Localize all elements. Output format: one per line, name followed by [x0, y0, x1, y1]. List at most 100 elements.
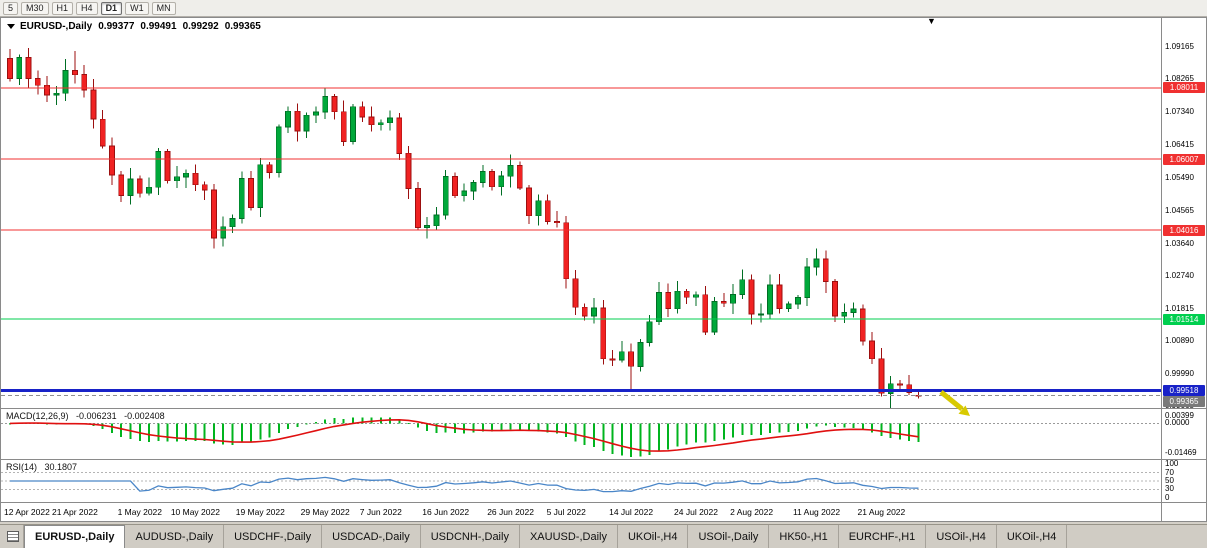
- rsi-axis-label: 70: [1165, 467, 1174, 477]
- rsi-value: 30.1807: [44, 462, 78, 472]
- ohlc-high-value: 0.99491: [140, 21, 177, 32]
- price-tick-label: 1.00890: [1165, 336, 1194, 346]
- price-tick-label: 1.02740: [1165, 270, 1194, 280]
- level-price-badge: 1.06007: [1163, 153, 1205, 165]
- level-price-badge: 1.04016: [1163, 224, 1205, 236]
- candles: [7, 48, 922, 408]
- timeframe-button-h4[interactable]: H4: [76, 1, 98, 15]
- ohlc-close-value: 0.99365: [224, 21, 261, 32]
- price-tick-label: 1.07340: [1165, 106, 1194, 116]
- price-tick-label: 1.09165: [1165, 41, 1194, 51]
- window-tabbar: EURUSD-,Daily AUDUSD-,Daily USDCHF-,Daily U…: [0, 524, 1207, 548]
- tab-eurusd-daily[interactable]: EURUSD-,Daily: [24, 525, 126, 548]
- rsi-axis-label: 0: [1165, 493, 1170, 502]
- timeframe-toolbar: 5 M30 H1 H4 D1 W1 MN: [0, 0, 1207, 17]
- macd-histogram: [9, 417, 920, 458]
- date-tick-label: 11 Aug 2022: [792, 507, 841, 517]
- chart-list-icon[interactable]: [2, 525, 24, 548]
- price-tick-label: 0.99990: [1165, 368, 1194, 378]
- date-axis-row: 12 Apr 2022 21 Apr 2022 1 May 2022 10 May 2…: [1, 503, 1206, 521]
- tab-hk50-h1[interactable]: HK50-,H1: [769, 525, 839, 548]
- rsi-axis-label: 100: [1165, 460, 1179, 468]
- level-price-badge: 0.99518: [1163, 384, 1205, 396]
- tab-usoil-daily[interactable]: USOil-,Daily: [688, 525, 770, 548]
- price-tick-label: 1.05490: [1165, 172, 1194, 182]
- rsi-plot[interactable]: RSI(14) 30.1807: [1, 460, 1161, 502]
- rsi-chart[interactable]: [1, 460, 1161, 502]
- date-tick-label: 21 Apr 2022: [51, 507, 98, 517]
- date-tick-label: 29 May 2022: [300, 507, 350, 517]
- timeframe-button-5[interactable]: 5: [3, 1, 19, 15]
- symbol-header: EURUSD-,Daily 0.99377 0.99491 0.99292 0.…: [7, 21, 267, 32]
- date-tick-label: 2 Aug 2022: [730, 507, 774, 517]
- price-chart-plot[interactable]: EURUSD-,Daily 0.99377 0.99491 0.99292 0.…: [1, 18, 1161, 408]
- timeframe-button-h1[interactable]: H1: [51, 1, 74, 15]
- date-tick-label: 21 Aug 2022: [857, 507, 906, 517]
- pane-divider[interactable]: [1, 408, 1206, 409]
- date-tick-label: 10 May 2022: [170, 507, 220, 517]
- chart-window: EURUSD-,Daily 0.99377 0.99491 0.99292 0.…: [0, 17, 1207, 522]
- macd-main-value: -0.006231: [76, 411, 117, 421]
- date-tick-label: 24 Jul 2022: [674, 507, 718, 517]
- level-price-badge: 1.01514: [1163, 313, 1205, 325]
- timeframe-button-m30[interactable]: M30: [21, 1, 49, 15]
- macd-pane: MACD(12,26,9) -0.006231 -0.002408 0.0039…: [1, 409, 1206, 459]
- symbol-label: EURUSD-,Daily: [20, 21, 93, 32]
- tab-usdchf-daily[interactable]: USDCHF-,Daily: [224, 525, 323, 548]
- price-axis[interactable]: 1.09165 1.08265 1.07340 1.06415 1.05490 1.045…: [1161, 18, 1206, 408]
- price-tick-label: 1.04565: [1165, 205, 1194, 215]
- date-tick-label: 26 Jun 2022: [487, 507, 534, 517]
- rsi-axis-label: 50: [1165, 476, 1174, 485]
- chart-menu-icon[interactable]: [7, 24, 15, 29]
- tab-usoil-h4[interactable]: USOil-,H4: [926, 525, 997, 548]
- rsi-name: RSI(14): [6, 462, 38, 472]
- tab-usdcad-daily[interactable]: USDCAD-,Daily: [322, 525, 421, 548]
- drawn-arrow-annotation[interactable]: [937, 390, 977, 420]
- macd-axis-label: 0.00399: [1165, 411, 1194, 420]
- tab-audusd-daily[interactable]: AUDUSD-,Daily: [125, 525, 225, 548]
- date-tick-label: 1 May 2022: [117, 507, 163, 517]
- rsi-line: [10, 476, 919, 493]
- date-axis[interactable]: 12 Apr 2022 21 Apr 2022 1 May 2022 10 May 2…: [1, 503, 1161, 521]
- timeframe-button-d1[interactable]: D1: [100, 1, 123, 15]
- ohlc-low-value: 0.99292: [182, 21, 219, 32]
- macd-name: MACD(12,26,9): [6, 411, 69, 421]
- macd-plot[interactable]: MACD(12,26,9) -0.006231 -0.002408: [1, 409, 1161, 459]
- tab-ukoil-h4[interactable]: UKOil-,H4: [997, 525, 1068, 548]
- date-tick-label: 19 May 2022: [235, 507, 285, 517]
- price-tick-label: 1.03640: [1165, 238, 1194, 248]
- tab-ukoil-h4[interactable]: UKOil-,H4: [618, 525, 689, 548]
- macd-axis-label: 0.0000: [1165, 418, 1190, 428]
- rsi-label: RSI(14) 30.1807: [6, 462, 82, 472]
- timeframe-button-mn[interactable]: MN: [151, 1, 176, 15]
- price-tick-label: 1.01815: [1165, 303, 1194, 313]
- macd-chart[interactable]: [1, 409, 1161, 459]
- ohlc-open-value: 0.99377: [98, 21, 135, 32]
- date-axis-corner: [1161, 503, 1206, 521]
- rsi-axis[interactable]: 100 70 50 30 0: [1161, 460, 1206, 502]
- current-price-badge: 0.99365: [1163, 395, 1205, 407]
- macd-axis[interactable]: 0.00399 0.0000 -0.01469: [1161, 409, 1206, 459]
- tab-usdcnh-daily[interactable]: USDCNH-,Daily: [421, 525, 520, 548]
- pane-divider[interactable]: [1, 502, 1206, 503]
- date-tick-label: 7 Jun 2022: [359, 507, 402, 517]
- date-tick-label: 16 Jun 2022: [422, 507, 470, 517]
- price-tick-label: 1.08265: [1165, 73, 1194, 83]
- tab-eurchf-h1[interactable]: EURCHF-,H1: [839, 525, 927, 548]
- date-tick-label: 5 Jul 2022: [546, 507, 586, 517]
- timeframe-button-w1[interactable]: W1: [125, 1, 149, 15]
- macd-label: MACD(12,26,9) -0.006231 -0.002408: [6, 411, 170, 421]
- rsi-axis-label: 30: [1165, 484, 1174, 494]
- macd-signal-value: -0.002408: [124, 411, 165, 421]
- pane-divider[interactable]: [1, 459, 1206, 460]
- macd-axis-label: -0.01469: [1165, 448, 1197, 457]
- date-tick-label: 14 Jul 2022: [609, 507, 654, 517]
- date-tick-label: 12 Apr 2022: [4, 507, 50, 517]
- price-tick-label: 1.06415: [1165, 139, 1194, 149]
- macd-signal-line: [9, 418, 919, 452]
- price-pane: EURUSD-,Daily 0.99377 0.99491 0.99292 0.…: [1, 18, 1206, 408]
- rsi-pane: RSI(14) 30.1807 100 70 50 30 0: [1, 460, 1206, 502]
- tab-xauusd-daily[interactable]: XAUUSD-,Daily: [520, 525, 618, 548]
- chart-shift-marker[interactable]: ▼: [927, 18, 936, 26]
- candlestick-chart[interactable]: [1, 18, 1161, 408]
